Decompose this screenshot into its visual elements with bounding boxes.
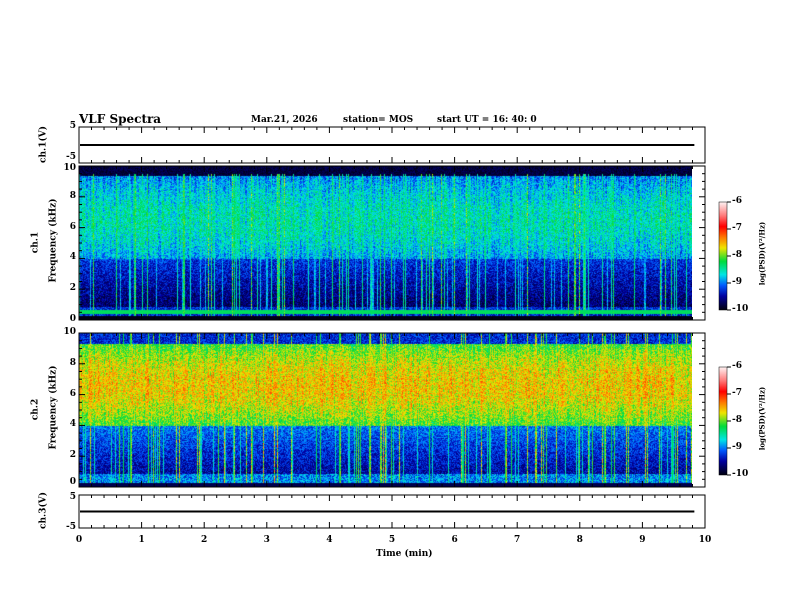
y-tick-label: 10 bbox=[63, 163, 76, 173]
colorbar-tick-label: -7 bbox=[732, 388, 742, 398]
x-tick-label: 3 bbox=[263, 535, 270, 545]
y-tick-label: 2 bbox=[69, 283, 76, 294]
ch2-colorbar bbox=[719, 367, 727, 475]
ch1-frequency-label: Frequency (kHz) bbox=[48, 198, 59, 283]
x-tick-label: 6 bbox=[451, 535, 458, 545]
colorbar-frame bbox=[718, 201, 728, 311]
colorbar-tick-label: -6 bbox=[732, 196, 742, 206]
colorbar-frame bbox=[718, 366, 728, 476]
ch1-spec-channel-label: ch.1 bbox=[30, 231, 41, 254]
colorbar-tick-label: -10 bbox=[732, 469, 749, 479]
x-tick-label: 1 bbox=[138, 535, 145, 545]
ch3-voltage-label: ch.3(V) bbox=[38, 492, 49, 529]
y-tick-label: 4 bbox=[69, 252, 76, 263]
colorbar-tick-label: -8 bbox=[732, 250, 742, 260]
x-tick-label: 9 bbox=[639, 535, 646, 545]
figure-title: VLF Spectra bbox=[79, 112, 162, 126]
ch1-colorbar bbox=[719, 202, 727, 310]
y-tick-label: 8 bbox=[69, 357, 76, 368]
ch1-spectrogram bbox=[79, 166, 692, 320]
ch2-spectrogram bbox=[79, 333, 692, 487]
y-tick-label: 4 bbox=[69, 419, 76, 430]
y-tick-label: 8 bbox=[69, 190, 76, 201]
y-tick-label: 5 bbox=[69, 121, 76, 131]
x-tick-label: 4 bbox=[326, 535, 333, 545]
colorbar-tick-label: -7 bbox=[732, 223, 742, 233]
y-tick-label: 0 bbox=[69, 314, 76, 324]
colorbar-tick-label: -9 bbox=[732, 442, 742, 452]
ch2-frequency-label: Frequency (kHz) bbox=[48, 365, 59, 450]
y-tick-label: 6 bbox=[69, 221, 76, 232]
panel-frame-2 bbox=[78, 332, 706, 488]
station-label: station= MOS bbox=[343, 115, 414, 125]
y-tick-label: 10 bbox=[63, 327, 76, 337]
y-tick-label: 6 bbox=[69, 388, 76, 399]
colorbar2-label: log(PSD)(V²/Hz) bbox=[757, 386, 767, 451]
y-tick-label: -5 bbox=[66, 152, 76, 162]
x-tick-label: 5 bbox=[388, 535, 396, 545]
colorbar-tick-label: -8 bbox=[732, 415, 742, 425]
ch2-spec-channel-label: ch.2 bbox=[30, 398, 41, 421]
y-tick-label: 2 bbox=[69, 450, 76, 461]
ch1-voltage-label: ch.1(V) bbox=[38, 126, 49, 163]
y-tick-label: -5 bbox=[66, 522, 76, 532]
panel-frame-1 bbox=[78, 165, 706, 321]
colorbar-tick-label: -6 bbox=[732, 361, 742, 371]
x-tick-label: 10 bbox=[698, 535, 712, 545]
x-tick-label: 0 bbox=[75, 535, 83, 545]
x-tick-label: 8 bbox=[576, 535, 583, 545]
x-axis-label: Time (min) bbox=[376, 549, 433, 559]
colorbar-tick-label: -10 bbox=[732, 304, 749, 314]
y-tick-label: 5 bbox=[69, 492, 76, 502]
date-label: Mar.21, 2026 bbox=[251, 115, 318, 125]
colorbar1-label: log(PSD)(V²/Hz) bbox=[757, 221, 767, 286]
x-tick-label: 7 bbox=[514, 535, 521, 545]
y-tick-label: 0 bbox=[69, 477, 76, 487]
x-tick-label: 2 bbox=[201, 535, 208, 545]
colorbar-tick-label: -9 bbox=[732, 277, 742, 287]
start-time-label: start UT = 16: 40: 0 bbox=[437, 115, 537, 125]
